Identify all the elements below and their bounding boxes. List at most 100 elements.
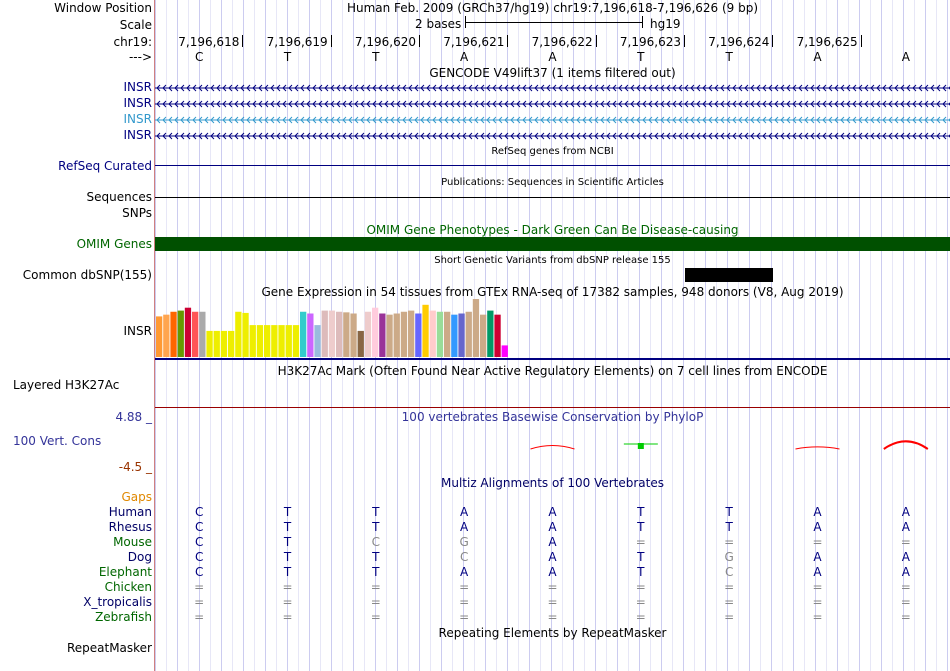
gtex-tissue-bar[interactable] <box>300 311 307 357</box>
track-label-refseq[interactable]: RefSeq Curated <box>58 159 152 173</box>
gtex-tissue-bar[interactable] <box>364 311 372 357</box>
gtex-tissue-bar[interactable] <box>379 313 386 358</box>
gtex-tissue-bar[interactable] <box>480 314 487 357</box>
track-display[interactable]: Human Feb. 2009 (GRCh37/hg19) chr19:7,19… <box>155 0 950 671</box>
gtex-tissue-bar[interactable] <box>192 311 199 357</box>
gtex-tissue-bar[interactable] <box>184 307 192 357</box>
gtex-tissue-bar[interactable] <box>458 313 465 358</box>
gtex-tissue-bar[interactable] <box>256 325 264 357</box>
track-label-repeatmasker[interactable]: RepeatMasker <box>66 641 152 655</box>
gtex-tissue-bar[interactable] <box>422 304 429 357</box>
omim-gene-bar[interactable] <box>155 237 950 251</box>
ruler-position-label: 7,196,624 <box>708 35 770 49</box>
track-label-insr-3[interactable]: INSR <box>123 112 152 126</box>
publications-line[interactable] <box>155 197 950 198</box>
phylop-conservation-plot[interactable] <box>155 425 950 475</box>
gtex-tissue-bar[interactable] <box>292 325 300 357</box>
gtex-tissue-bar[interactable] <box>465 311 472 357</box>
ruler-tick <box>419 35 420 47</box>
alignment-base: A <box>460 505 469 519</box>
h3k27ac-baseline[interactable] <box>155 407 950 408</box>
alignment-base: = <box>900 595 911 609</box>
phylop-peak[interactable] <box>795 446 840 450</box>
dbsnp-track-title: Short Genetic Variants from dbSNP releas… <box>434 255 671 266</box>
gtex-tissue-bar[interactable] <box>350 313 357 358</box>
gtex-tissue-bar[interactable] <box>336 311 343 357</box>
gtex-tissue-bar[interactable] <box>249 325 256 357</box>
gtex-tissue-bar[interactable] <box>206 330 213 357</box>
track-label-insr-4[interactable]: INSR <box>123 128 152 142</box>
gtex-tissue-bar[interactable] <box>357 330 364 357</box>
gtex-tissue-bar[interactable] <box>314 325 321 357</box>
window-position-text: Human Feb. 2009 (GRCh37/hg19) chr19:7,19… <box>346 1 759 15</box>
track-label-omim[interactable]: OMIM Genes <box>76 237 152 251</box>
track-label-snps[interactable]: SNPs <box>122 206 152 220</box>
species-label[interactable]: Dog <box>127 550 152 564</box>
gtex-tissue-bar[interactable] <box>177 310 184 357</box>
gtex-tissue-bar[interactable] <box>415 313 422 358</box>
gencode-transcripts[interactable] <box>155 80 950 144</box>
species-label[interactable]: Human <box>108 505 152 519</box>
gtex-tissue-bar[interactable] <box>501 345 508 357</box>
gtex-tissue-bar[interactable] <box>487 310 494 357</box>
gtex-expression-chart[interactable] <box>155 299 950 361</box>
alignment-base: C <box>194 535 204 549</box>
track-label-sequences[interactable]: Sequences <box>86 190 152 204</box>
track-label-h3k27ac[interactable]: Layered H3K27Ac <box>13 378 120 392</box>
species-label[interactable]: Zebrafish <box>95 610 152 624</box>
track-label-dbsnp[interactable]: Common dbSNP(155) <box>22 268 152 282</box>
window-position-label: Window Position <box>54 1 152 15</box>
track-label-gtex[interactable]: INSR <box>123 324 152 338</box>
ruler-base: A <box>460 50 469 64</box>
gtex-tissue-bar[interactable] <box>264 325 271 357</box>
gtex-tissue-bar[interactable] <box>220 330 228 357</box>
phylop-min-label: -4.5 _ <box>118 460 152 474</box>
species-label[interactable]: Elephant <box>98 565 152 579</box>
ruler-base: T <box>283 50 292 64</box>
track-label-insr-1[interactable]: INSR <box>123 80 152 94</box>
species-label[interactable]: Chicken <box>104 580 152 594</box>
alignment-base: T <box>725 505 733 519</box>
track-label-cons[interactable]: 100 Vert. Cons <box>13 434 102 448</box>
gtex-tissue-bar[interactable] <box>321 310 328 357</box>
gtex-tissue-bar[interactable] <box>386 314 393 357</box>
gtex-tissue-bar[interactable] <box>285 325 292 357</box>
gtex-tissue-bar[interactable] <box>429 310 436 357</box>
gtex-tissue-bar[interactable] <box>213 330 220 357</box>
phylop-point[interactable] <box>637 443 644 449</box>
phylop-peak[interactable] <box>883 440 929 450</box>
gtex-tissue-bar[interactable] <box>436 311 444 357</box>
species-label[interactable]: Mouse <box>113 535 152 549</box>
gtex-tissue-bar[interactable] <box>400 311 408 357</box>
gtex-tissue-bar[interactable] <box>163 314 170 357</box>
gtex-tissue-bar[interactable] <box>328 310 336 357</box>
gtex-tissue-bar[interactable] <box>393 313 400 358</box>
gtex-tissue-bar[interactable] <box>242 312 249 357</box>
refseq-intron-line[interactable] <box>155 165 950 166</box>
gtex-tissue-bar[interactable] <box>494 314 501 357</box>
track-label-gaps[interactable]: Gaps <box>121 490 152 504</box>
gridline <box>584 0 585 671</box>
gtex-tissue-bar[interactable] <box>199 311 206 357</box>
gtex-tissue-bar[interactable] <box>307 313 314 358</box>
phylop-peak[interactable] <box>530 445 575 450</box>
track-label-insr-2[interactable]: INSR <box>123 96 152 110</box>
alignment-base: C <box>459 550 469 564</box>
dbsnp-variant-block[interactable] <box>685 268 773 282</box>
gtex-tissue-bar[interactable] <box>372 307 379 357</box>
gtex-tissue-bar[interactable] <box>472 299 480 357</box>
gtex-tissue-bar[interactable] <box>170 311 177 357</box>
gtex-tissue-bar[interactable] <box>156 316 163 357</box>
gtex-tissue-bar[interactable] <box>278 325 285 357</box>
gtex-tissue-bar[interactable] <box>235 311 242 357</box>
alignment-base: T <box>283 520 292 534</box>
gtex-tissue-bar[interactable] <box>444 311 451 357</box>
gtex-tissue-bar[interactable] <box>451 314 458 357</box>
species-label[interactable]: X_tropicalis <box>83 595 152 609</box>
gridline <box>342 0 343 671</box>
gtex-tissue-bar[interactable] <box>271 325 278 357</box>
gtex-tissue-bar[interactable] <box>228 330 235 357</box>
species-label[interactable]: Rhesus <box>108 520 152 534</box>
gtex-tissue-bar[interactable] <box>343 312 350 357</box>
gtex-tissue-bar[interactable] <box>408 310 415 357</box>
